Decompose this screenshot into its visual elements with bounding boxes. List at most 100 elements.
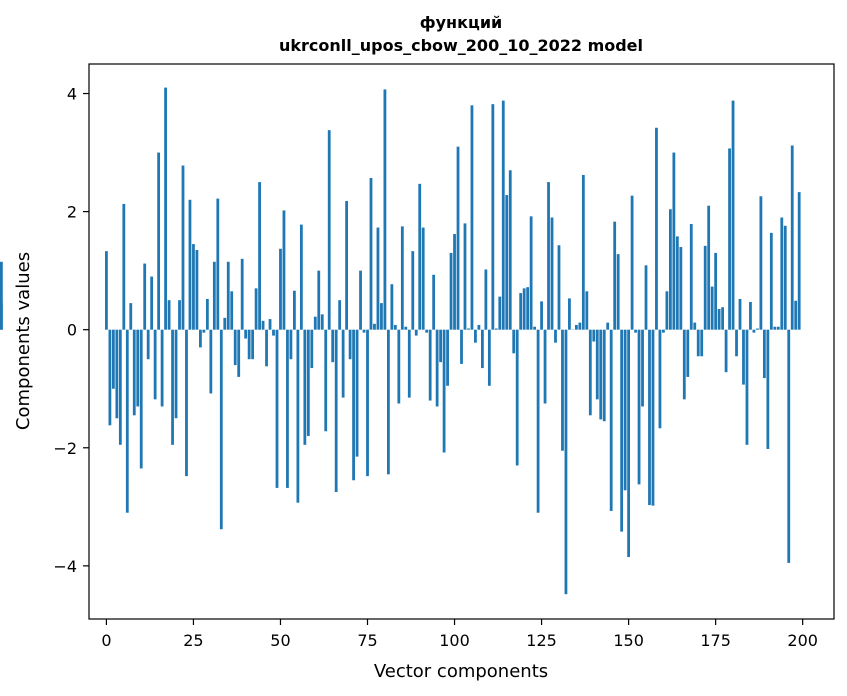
bar bbox=[209, 329, 213, 394]
bar bbox=[313, 316, 317, 330]
bar bbox=[728, 148, 731, 330]
bar bbox=[627, 329, 630, 557]
bar bbox=[275, 329, 279, 488]
bar bbox=[547, 182, 550, 330]
bar bbox=[714, 252, 718, 330]
bar bbox=[460, 329, 463, 364]
bar bbox=[658, 329, 662, 429]
chart-title-line-1: функций bbox=[420, 13, 503, 32]
bar bbox=[776, 326, 780, 330]
bar bbox=[233, 329, 237, 366]
bar bbox=[738, 298, 742, 330]
bar bbox=[129, 303, 133, 330]
plot-frame bbox=[88, 63, 835, 620]
bar bbox=[230, 291, 234, 330]
bar bbox=[251, 329, 255, 360]
bar bbox=[293, 290, 296, 330]
bar bbox=[592, 329, 596, 342]
bar bbox=[185, 329, 188, 477]
bar bbox=[449, 252, 453, 330]
bar bbox=[613, 221, 617, 330]
bar bbox=[675, 236, 679, 330]
bar bbox=[188, 199, 192, 330]
bar bbox=[773, 326, 777, 330]
bar bbox=[693, 322, 697, 330]
bar bbox=[331, 329, 335, 363]
x-tick-label: 25 bbox=[183, 631, 203, 650]
chart-title-line-2: ukrconll_upos_cbow_200_10_2022 model bbox=[279, 36, 643, 55]
bar bbox=[561, 329, 564, 451]
x-tick-label: 0 bbox=[101, 631, 111, 650]
bar bbox=[407, 329, 411, 398]
bar bbox=[522, 288, 526, 330]
bar bbox=[108, 329, 112, 426]
bar bbox=[0, 261, 3, 330]
bar bbox=[696, 329, 700, 357]
bar bbox=[554, 329, 557, 343]
bar bbox=[700, 329, 704, 357]
bar bbox=[411, 251, 415, 330]
bar bbox=[247, 329, 251, 360]
bar bbox=[442, 329, 446, 453]
bar bbox=[199, 329, 202, 348]
bar bbox=[724, 329, 728, 373]
bar bbox=[345, 200, 349, 330]
bar bbox=[470, 105, 474, 330]
x-tick-label: 125 bbox=[526, 631, 557, 650]
bar bbox=[334, 329, 338, 493]
bar bbox=[759, 196, 763, 330]
x-tick-label: 150 bbox=[613, 631, 644, 650]
bar bbox=[672, 152, 676, 330]
bar bbox=[668, 209, 672, 330]
bar bbox=[167, 300, 171, 330]
bar bbox=[122, 203, 126, 330]
bar bbox=[501, 100, 505, 330]
bar bbox=[324, 329, 328, 432]
bar bbox=[223, 317, 227, 330]
bar bbox=[174, 329, 178, 419]
bar bbox=[157, 152, 161, 330]
bar bbox=[644, 265, 648, 330]
bar bbox=[651, 329, 655, 506]
bar bbox=[682, 329, 686, 400]
bar bbox=[512, 329, 516, 354]
bar bbox=[595, 329, 599, 400]
bar bbox=[279, 248, 282, 330]
bar bbox=[745, 329, 749, 445]
y-axis-ticks: −4 −2 0 2 4 bbox=[53, 85, 89, 576]
bar bbox=[254, 288, 258, 330]
bar bbox=[299, 224, 303, 330]
bar bbox=[505, 195, 509, 330]
y-axis-label: Components values bbox=[13, 252, 34, 430]
bar bbox=[226, 261, 230, 330]
bar bbox=[453, 234, 456, 330]
bar bbox=[686, 329, 690, 377]
bar bbox=[195, 249, 199, 330]
bar bbox=[578, 322, 582, 330]
bar bbox=[265, 329, 268, 367]
bar bbox=[178, 300, 181, 330]
bar bbox=[171, 329, 174, 445]
bar bbox=[630, 195, 634, 330]
bar bbox=[623, 329, 627, 491]
bar bbox=[289, 329, 293, 360]
bar bbox=[588, 329, 592, 416]
bar bbox=[376, 227, 380, 330]
bar bbox=[240, 258, 244, 330]
bar bbox=[181, 165, 185, 330]
bar bbox=[557, 245, 561, 330]
bar bbox=[136, 329, 140, 407]
bar bbox=[519, 293, 523, 330]
bar bbox=[474, 329, 477, 343]
bar bbox=[237, 329, 241, 377]
bar bbox=[456, 146, 460, 330]
bar bbox=[780, 217, 784, 330]
bar bbox=[498, 296, 502, 330]
x-tick-label: 175 bbox=[700, 631, 731, 650]
bar bbox=[425, 329, 429, 333]
bar bbox=[421, 227, 425, 330]
bar bbox=[105, 251, 108, 330]
bar bbox=[568, 298, 571, 330]
